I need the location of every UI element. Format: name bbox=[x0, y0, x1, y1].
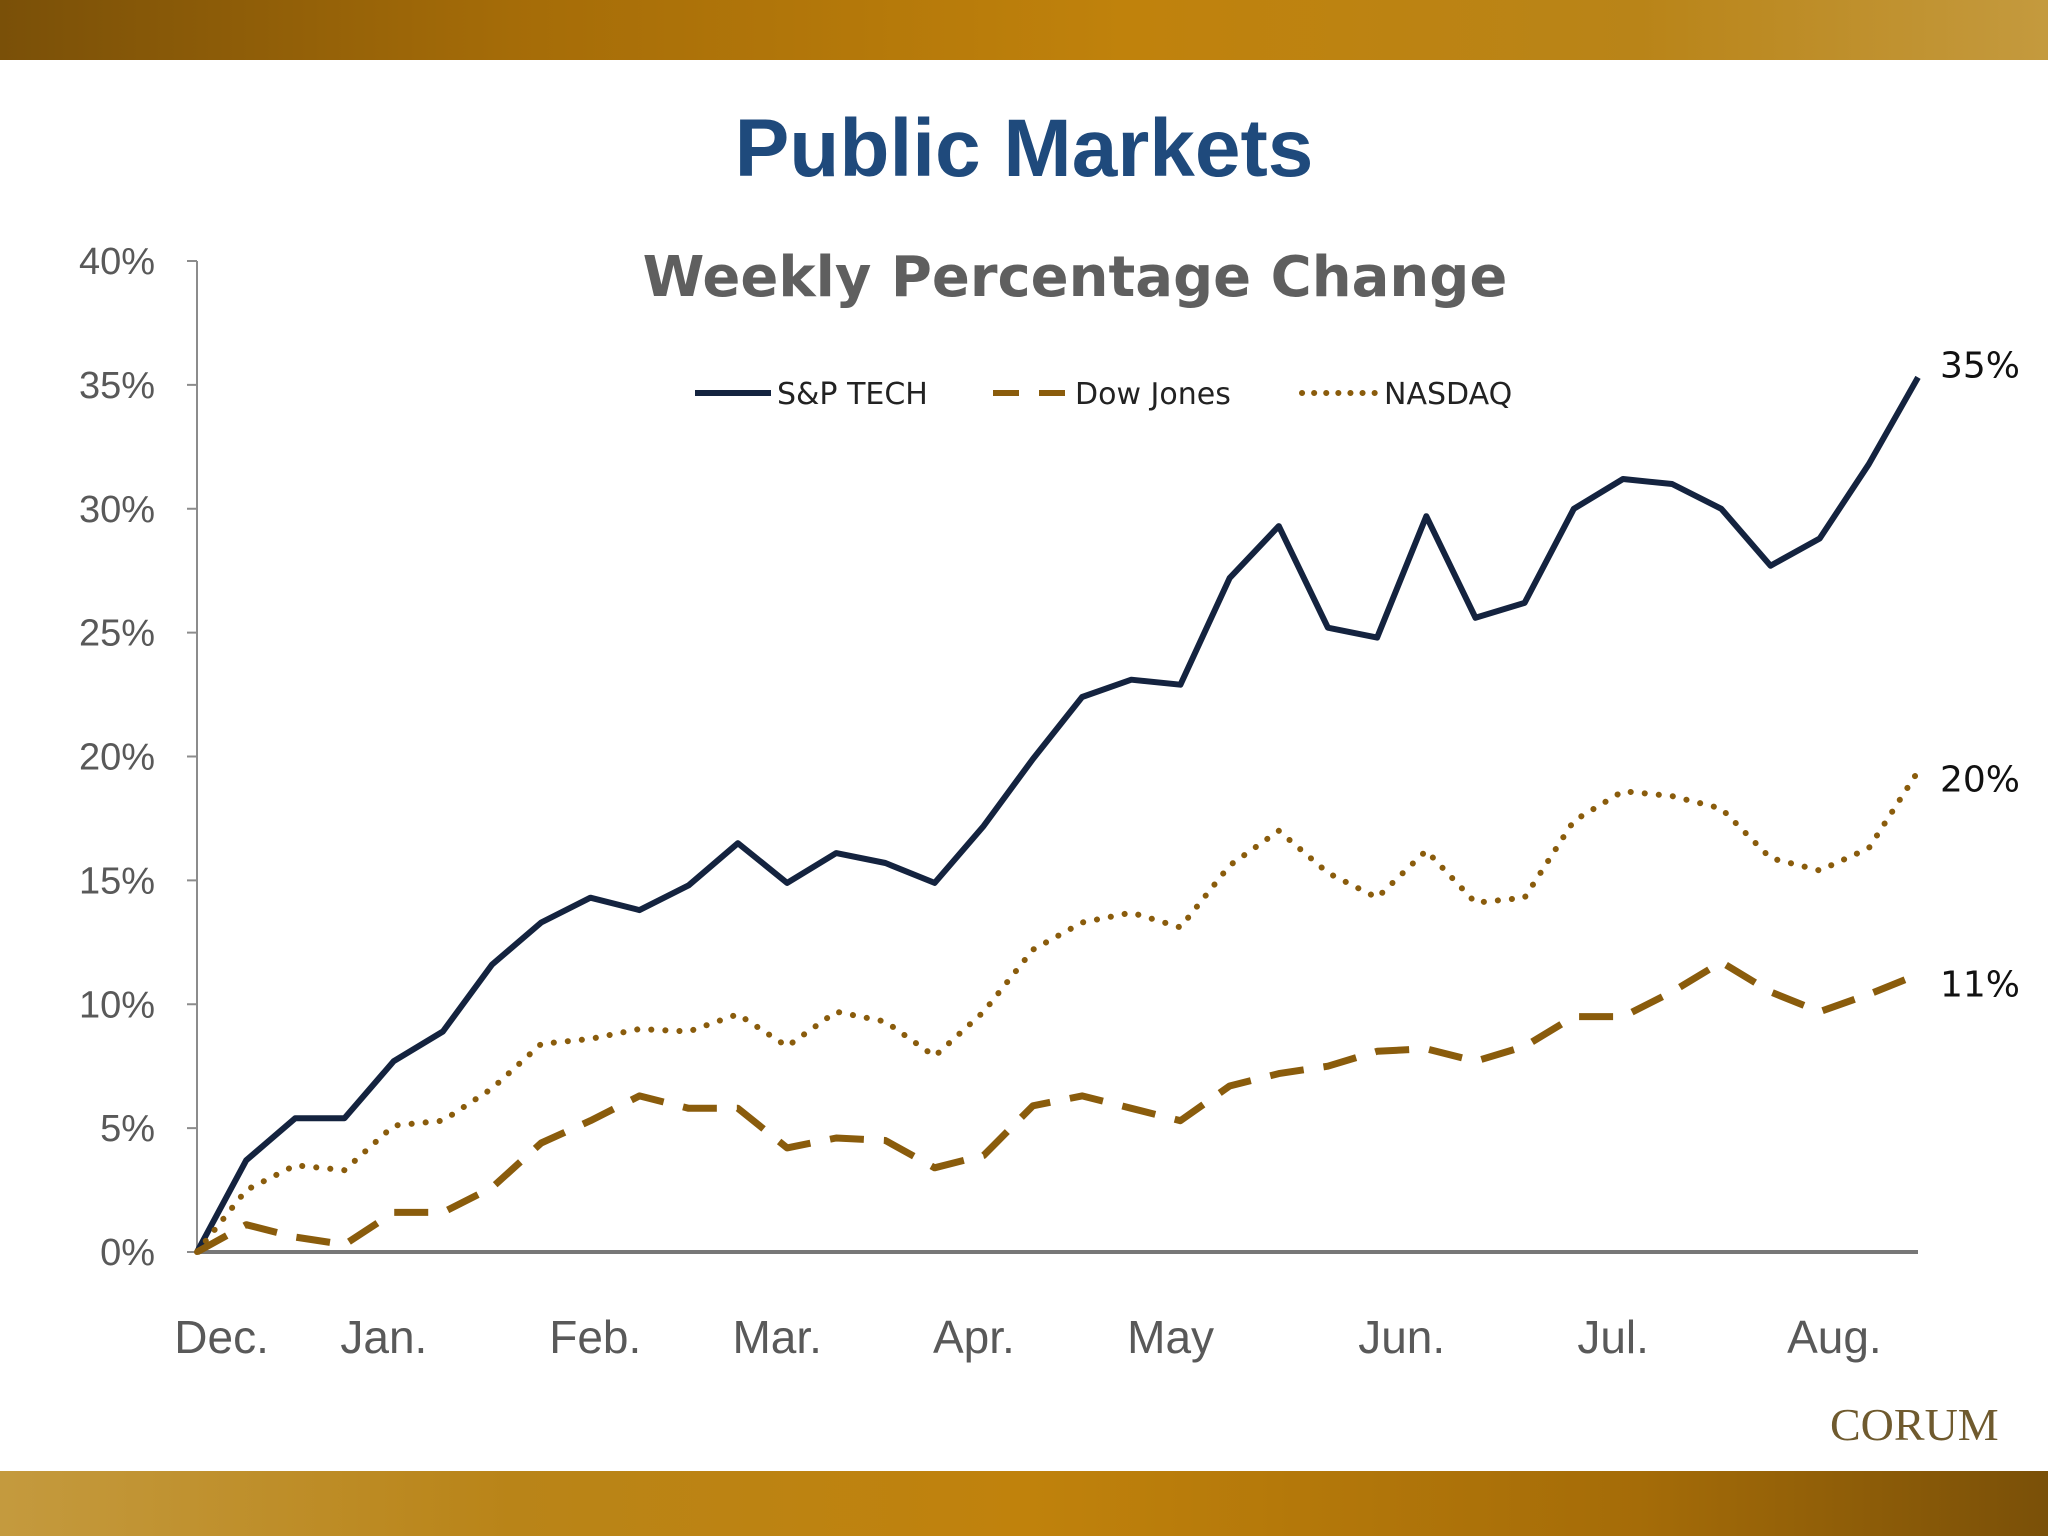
end-value-label: 20% bbox=[1940, 759, 2020, 800]
end-value-label: 11% bbox=[1940, 965, 2020, 1006]
end-value-label: 35% bbox=[1940, 345, 2020, 386]
legend-label: Dow Jones bbox=[1075, 377, 1231, 412]
x-tick-label: Feb. bbox=[549, 1311, 641, 1363]
y-tick-label: 25% bbox=[79, 613, 155, 655]
y-tick-label: 10% bbox=[79, 984, 155, 1026]
y-tick-label: 35% bbox=[79, 365, 155, 407]
x-tick-label: May bbox=[1127, 1311, 1214, 1363]
x-tick-label: Jun. bbox=[1358, 1311, 1445, 1363]
series-line-dow-jones bbox=[195, 958, 1920, 1256]
y-tick-label: 30% bbox=[79, 489, 155, 531]
x-tick-label: Jul. bbox=[1577, 1311, 1649, 1363]
legend-label: S&P TECH bbox=[777, 377, 928, 412]
legend: S&P TECH Dow Jones NASDAQ bbox=[695, 377, 1512, 412]
y-tick-label: 0% bbox=[100, 1232, 155, 1274]
x-tick-label: Apr. bbox=[933, 1311, 1015, 1363]
y-tick-label: 5% bbox=[100, 1108, 155, 1150]
y-axis: 0% 5% 10% 15% 20% 25% 30% 35% 40% bbox=[79, 241, 198, 1274]
series-line-nasdaq bbox=[194, 768, 1921, 1255]
bottom-gold-band bbox=[0, 1471, 2048, 1536]
corum-logo: CORUM bbox=[1830, 1399, 1999, 1450]
y-tick-label: 20% bbox=[79, 737, 155, 779]
chart-title: Weekly Percentage Change bbox=[642, 245, 1508, 310]
x-tick-label: Mar. bbox=[732, 1311, 821, 1363]
series-lines bbox=[194, 375, 1921, 1256]
x-tick-label: Aug. bbox=[1787, 1311, 1882, 1363]
y-tick-label: 40% bbox=[79, 241, 155, 283]
series-line-s-p-tech bbox=[194, 375, 1921, 1254]
legend-label: NASDAQ bbox=[1384, 377, 1512, 412]
top-gold-band bbox=[0, 0, 2048, 60]
y-tick-label: 15% bbox=[79, 860, 155, 902]
end-labels: 35% 11% 20% bbox=[1940, 345, 2020, 1005]
x-tick-label: Jan. bbox=[340, 1311, 427, 1363]
slide-title: Public Markets bbox=[734, 103, 1314, 194]
x-axis: Dec. Jan. Feb. Mar. Apr. May Jun. Jul. Aug. bbox=[174, 1250, 1918, 1363]
x-tick-label: Dec. bbox=[174, 1311, 269, 1363]
